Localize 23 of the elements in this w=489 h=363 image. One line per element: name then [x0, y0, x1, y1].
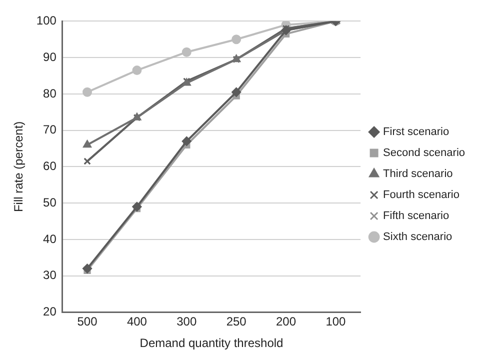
legend-label: Fifth scenario: [383, 210, 450, 222]
x-tick-label: 200: [276, 314, 296, 329]
legend-label: Fourth scenario: [383, 189, 460, 202]
legend-label: Sixth scenario: [383, 231, 452, 244]
y-tick-label: 80: [43, 86, 57, 100]
x-tick-label: 300: [176, 314, 197, 329]
y-tick-label: 50: [43, 195, 57, 210]
legend-label: Third scenario: [383, 168, 453, 180]
x-tick-label: 400: [126, 314, 148, 329]
y-tick-label: 60: [43, 159, 57, 174]
legend-label: First scenario: [383, 126, 450, 138]
x-tick-label: 500: [77, 314, 98, 329]
y-axis-title: Fill rate (percent): [12, 121, 26, 212]
x-tick-label: 100: [326, 314, 346, 329]
y-tick-label: 20: [43, 304, 57, 319]
y-tick-label: 100: [36, 14, 57, 28]
x-tick-label: 250: [226, 314, 247, 329]
y-tick-label: 90: [43, 50, 57, 64]
y-tick-label: 70: [43, 122, 57, 137]
legend-label: Second scenario: [383, 147, 466, 160]
x-axis-title: Demand quantity threshold: [140, 336, 284, 350]
y-tick-label: 40: [43, 232, 57, 246]
y-tick-label: 30: [43, 268, 57, 282]
